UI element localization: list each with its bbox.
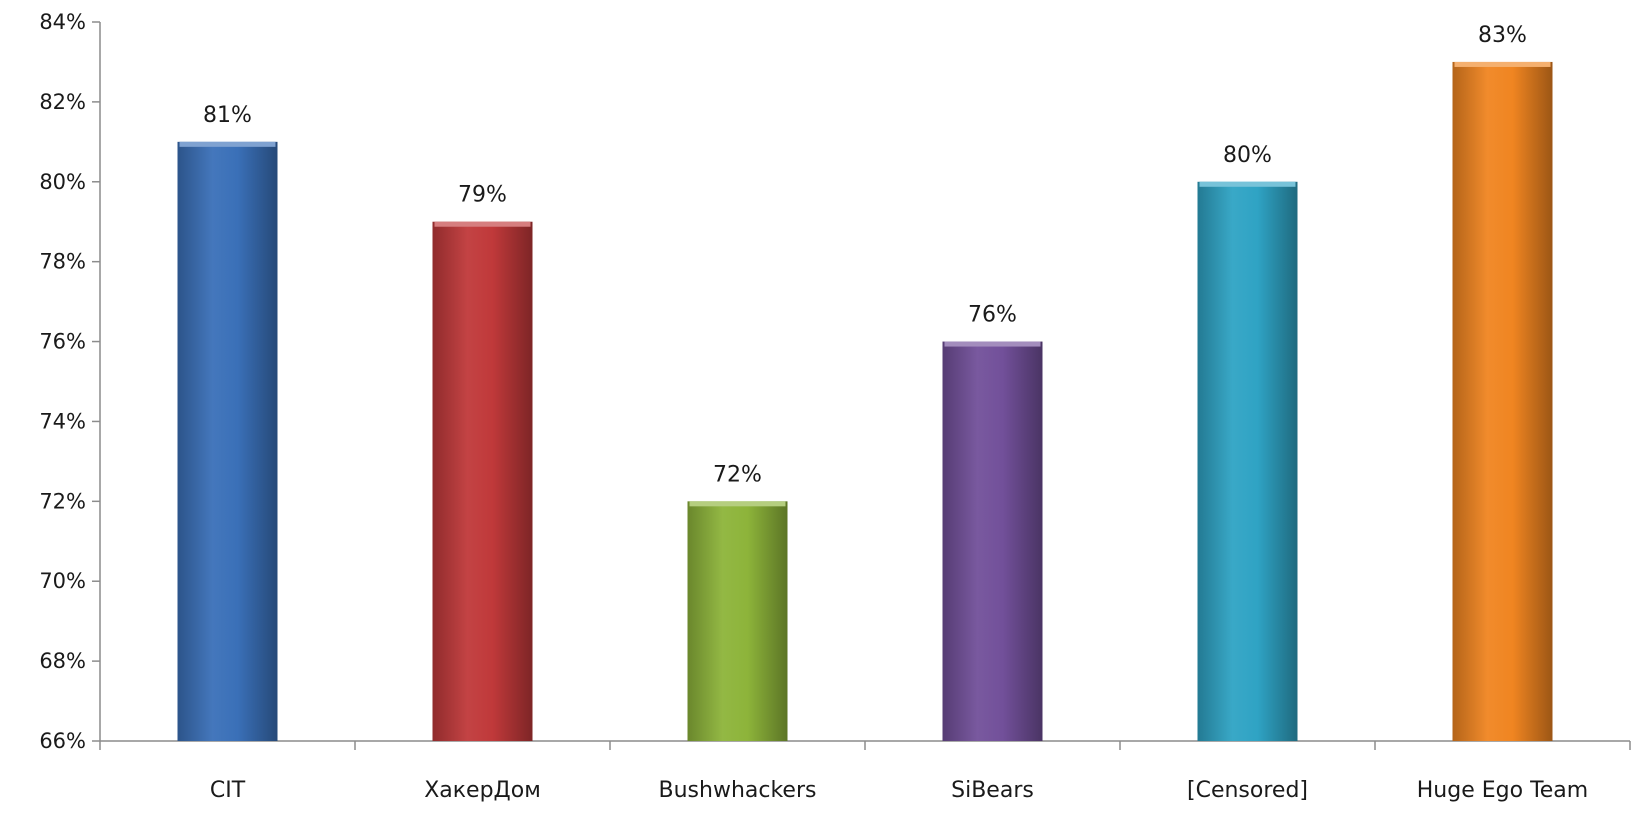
bar-4 bbox=[1197, 181, 1298, 741]
bar-0 bbox=[177, 141, 278, 742]
bar-2 bbox=[687, 501, 788, 741]
bar-top-highlight bbox=[944, 341, 1041, 347]
bar-top-highlight bbox=[1199, 181, 1296, 187]
bar-5 bbox=[1452, 61, 1553, 741]
y-tick-label: 72% bbox=[39, 489, 86, 513]
y-tick-label: 74% bbox=[39, 409, 86, 433]
data-labels: 81% 79% 72% 76% 80% 83% bbox=[203, 23, 1527, 487]
bars bbox=[177, 61, 1553, 742]
category-label: SiBears bbox=[951, 778, 1034, 803]
data-label: 80% bbox=[1223, 143, 1272, 168]
data-label: 76% bbox=[968, 303, 1017, 328]
y-axis: 66% 68% 70% 72% 74% 76% 78% 80% 82% 84% bbox=[39, 10, 101, 753]
category-label: [Censored] bbox=[1187, 778, 1308, 803]
bar-top-highlight bbox=[179, 141, 276, 147]
y-tick-label: 84% bbox=[39, 10, 86, 34]
bar-top-highlight bbox=[434, 221, 531, 227]
category-label: ХакерДом bbox=[424, 778, 541, 803]
y-tick-label: 68% bbox=[39, 649, 86, 673]
bar-1 bbox=[432, 221, 533, 741]
y-tick-label: 76% bbox=[39, 330, 86, 354]
data-label: 83% bbox=[1478, 23, 1527, 48]
y-tick-label: 78% bbox=[39, 250, 86, 274]
category-label: CIT bbox=[210, 778, 246, 803]
category-labels: CIT ХакерДом Bushwhackers SiBears [Censored]… bbox=[210, 778, 1588, 803]
x-axis bbox=[99, 740, 1631, 750]
category-label: Bushwhackers bbox=[659, 778, 817, 803]
data-label: 79% bbox=[458, 183, 507, 208]
category-label: Huge Ego Team bbox=[1417, 778, 1588, 803]
y-tick-label: 70% bbox=[39, 569, 86, 593]
bar-top-highlight bbox=[1454, 61, 1551, 67]
bar-top-highlight bbox=[689, 501, 786, 507]
data-label: 81% bbox=[203, 103, 252, 128]
y-tick-label: 66% bbox=[39, 729, 86, 753]
y-tick-label: 82% bbox=[39, 90, 86, 114]
y-tick-label: 80% bbox=[39, 170, 86, 194]
bar-3 bbox=[942, 341, 1043, 741]
data-label: 72% bbox=[713, 462, 762, 487]
